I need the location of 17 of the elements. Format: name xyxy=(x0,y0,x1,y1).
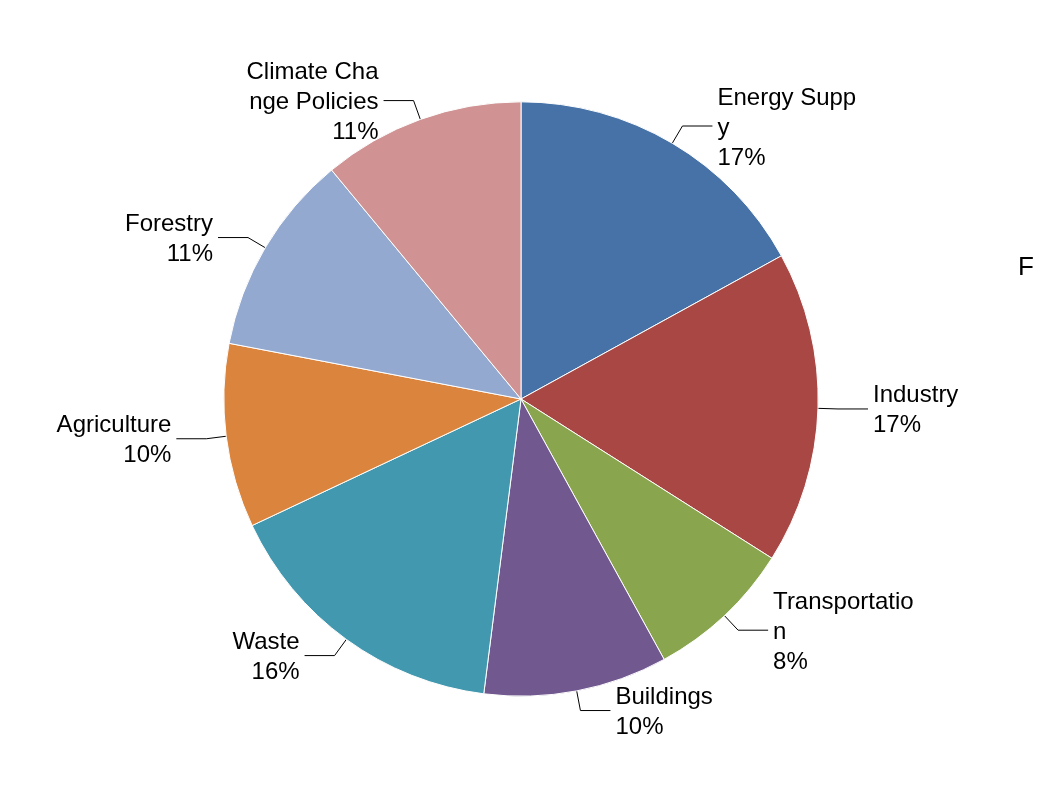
slice-label: Forestry xyxy=(124,209,214,237)
data-label: 8% xyxy=(773,646,808,674)
slice-label: Agriculture xyxy=(56,410,172,438)
data-label: 10% xyxy=(123,440,172,468)
data-label: 11% xyxy=(332,117,379,145)
data-label: 10% xyxy=(615,712,664,740)
slice-label: Waste xyxy=(232,627,300,655)
slice-label: Climate Change Policies xyxy=(246,57,380,115)
slice-label: Industry xyxy=(873,380,959,408)
text: F xyxy=(1018,251,1035,281)
data-label: 11% xyxy=(166,239,214,267)
slice-label: Transportation xyxy=(773,586,914,644)
data-label: 16% xyxy=(251,657,300,685)
slice-label: Energy Suppy xyxy=(717,82,857,140)
slice-label: Buildings xyxy=(615,682,713,710)
data-label: 17% xyxy=(873,410,922,438)
data-label: 17% xyxy=(717,142,766,170)
